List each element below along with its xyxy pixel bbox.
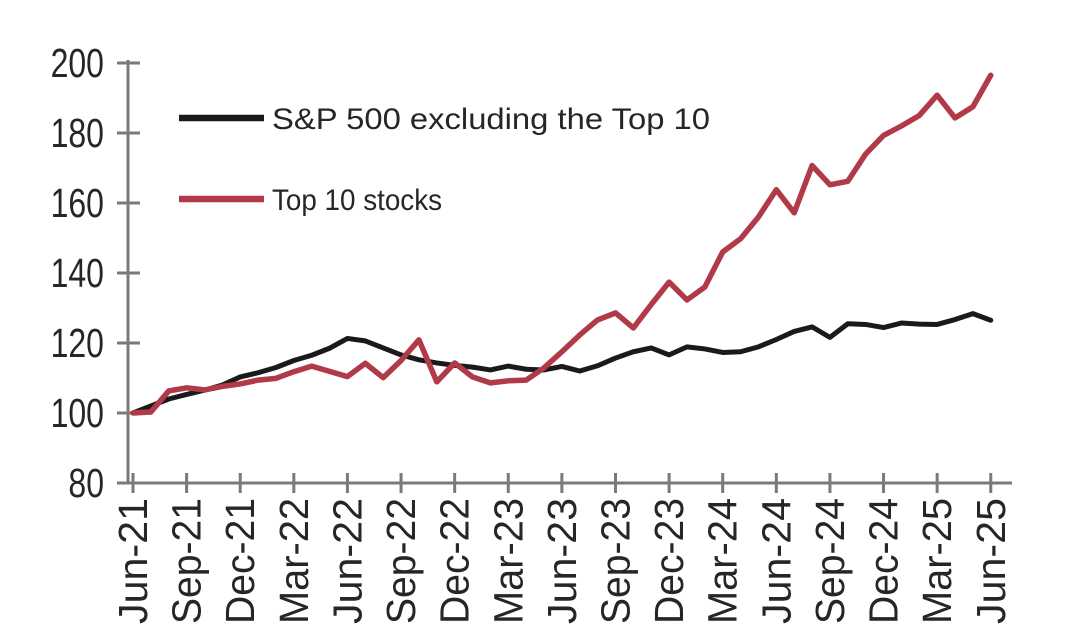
line-sp500-ex-top10 — [130, 311, 994, 416]
x-tick-label: Mar-24 — [700, 498, 746, 624]
x-tick-label: Jun-23 — [539, 498, 585, 624]
x-tick-label: Dec-21 — [217, 498, 263, 624]
x-tick-label: Sep-22 — [378, 498, 424, 624]
y-axis: 80 100 120 140 160 180 200 — [51, 40, 140, 506]
legend: S&P 500 excluding the Top 10 Top 10 stoc… — [179, 103, 710, 217]
y-tick-label: 180 — [51, 110, 104, 156]
x-axis: Jun-21 Sep-21 Dec-21 Mar-22 Jun-22 Sep-22 Dec-… — [110, 473, 1014, 624]
x-tick-label: Jun-24 — [753, 498, 799, 624]
y-tick-label: 160 — [51, 180, 104, 226]
x-tick-label: Sep-21 — [164, 498, 210, 624]
x-tick-label: Sep-24 — [807, 498, 853, 624]
series-lines — [130, 72, 994, 416]
y-tick-label: 100 — [51, 390, 104, 436]
x-tick-label: Dec-22 — [432, 498, 478, 624]
y-tick-label: 200 — [51, 40, 104, 86]
x-tick-label: Jun-22 — [324, 498, 370, 624]
legend-label-top10-stocks: Top 10 stocks — [272, 184, 442, 217]
y-tick-label: 80 — [68, 460, 104, 506]
x-tick-label: Dec-24 — [861, 498, 907, 624]
x-tick-label: Mar-25 — [914, 498, 960, 624]
x-tick-label: Mar-23 — [485, 498, 531, 624]
x-tick-label: Jun-25 — [968, 498, 1014, 624]
x-tick-label: Dec-23 — [646, 498, 692, 624]
y-tick-label: 120 — [51, 320, 104, 366]
legend-label-sp500-ex-top10: S&P 500 excluding the Top 10 — [272, 103, 710, 136]
x-tick-label: Sep-23 — [592, 498, 638, 624]
x-tick-label: Mar-22 — [271, 498, 317, 624]
x-tick-label: Jun-21 — [110, 498, 156, 624]
y-tick-label: 140 — [51, 250, 104, 296]
line-top10-stocks — [130, 72, 994, 416]
